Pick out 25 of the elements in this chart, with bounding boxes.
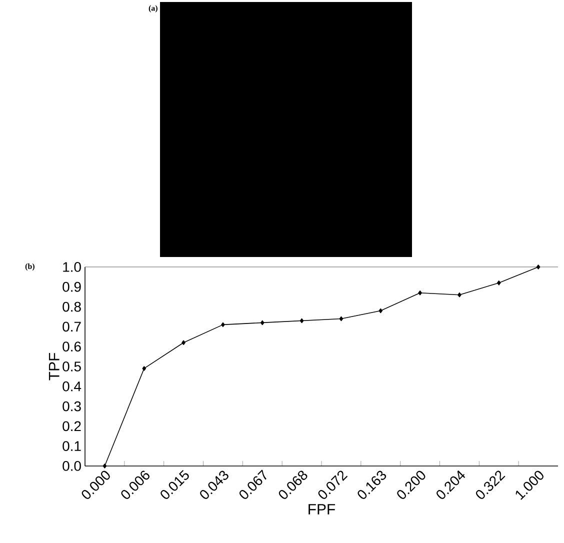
point (182, 340, 186, 345)
point (458, 292, 462, 298)
y-axis-title: TPF (48, 352, 60, 380)
point (339, 316, 344, 322)
y-tick-label: 0.7 (62, 322, 81, 332)
point (418, 290, 422, 296)
y-tick-label: 1.0 (63, 262, 81, 272)
point (142, 366, 146, 371)
y-tick-label: 0.6 (62, 342, 81, 352)
y-tick-label: 0.8 (62, 302, 81, 312)
x-axis-title: FPF (308, 504, 336, 514)
y-tick-label: 0.0 (62, 461, 81, 471)
y-tick-label: 0.2 (62, 421, 81, 432)
y-tick-label: 0.9 (62, 282, 81, 292)
y-tick-label: 0.1 (62, 441, 81, 452)
point (378, 308, 383, 314)
y-tick-label: 0.4 (62, 381, 82, 392)
point (496, 280, 501, 286)
point (536, 264, 540, 270)
point (300, 318, 304, 324)
point (221, 322, 225, 328)
point (260, 320, 264, 326)
point (102, 464, 107, 468)
y-tick-label: 0.3 (62, 401, 81, 412)
y-tick-label: 0.5 (62, 362, 81, 372)
